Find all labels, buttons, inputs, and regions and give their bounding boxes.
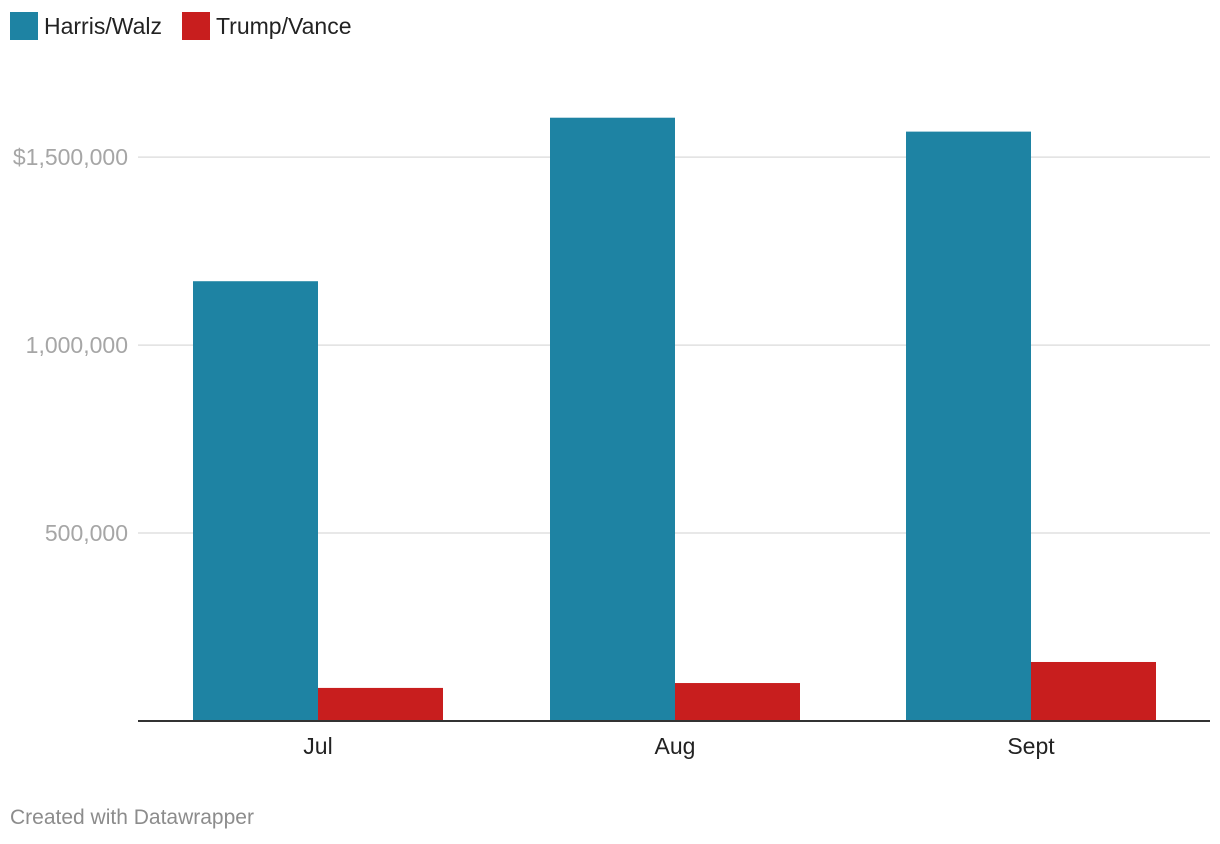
- bar-chart: 500,000 1,000,000 $1,500,000 Jul Aug Sept: [13, 117, 1210, 759]
- legend-item-trump-vance: Trump/Vance: [181, 12, 352, 40]
- bar-harris-walz-aug: [550, 117, 675, 722]
- legend-item-harris-walz: Harris/Walz: [10, 12, 162, 40]
- legend-swatch-harris-walz: [10, 12, 38, 40]
- legend-label-trump-vance: Trump/Vance: [215, 12, 352, 39]
- y-tick-label-1: 1,000,000: [26, 332, 128, 358]
- bar-trump-vance-jul: [318, 687, 443, 721]
- x-tick-label-sept: Sept: [1007, 733, 1055, 759]
- legend-label-harris-walz: Harris/Walz: [44, 12, 162, 39]
- y-tick-label-0: 500,000: [45, 520, 128, 546]
- x-tick-label-jul: Jul: [303, 733, 332, 759]
- legend-swatch-trump-vance: [181, 12, 210, 40]
- chart-legend: Harris/Walz Trump/Vance: [10, 12, 371, 40]
- bar-harris-walz-sept: [906, 131, 1031, 722]
- datawrapper-credit: Created with Datawrapper: [10, 806, 254, 829]
- y-tick-label-2: $1,500,000: [13, 144, 128, 170]
- bar-harris-walz-jul: [193, 281, 318, 721]
- bar-trump-vance-aug: [675, 683, 800, 721]
- bar-trump-vance-sept: [1031, 661, 1156, 721]
- x-tick-label-aug: Aug: [655, 733, 696, 759]
